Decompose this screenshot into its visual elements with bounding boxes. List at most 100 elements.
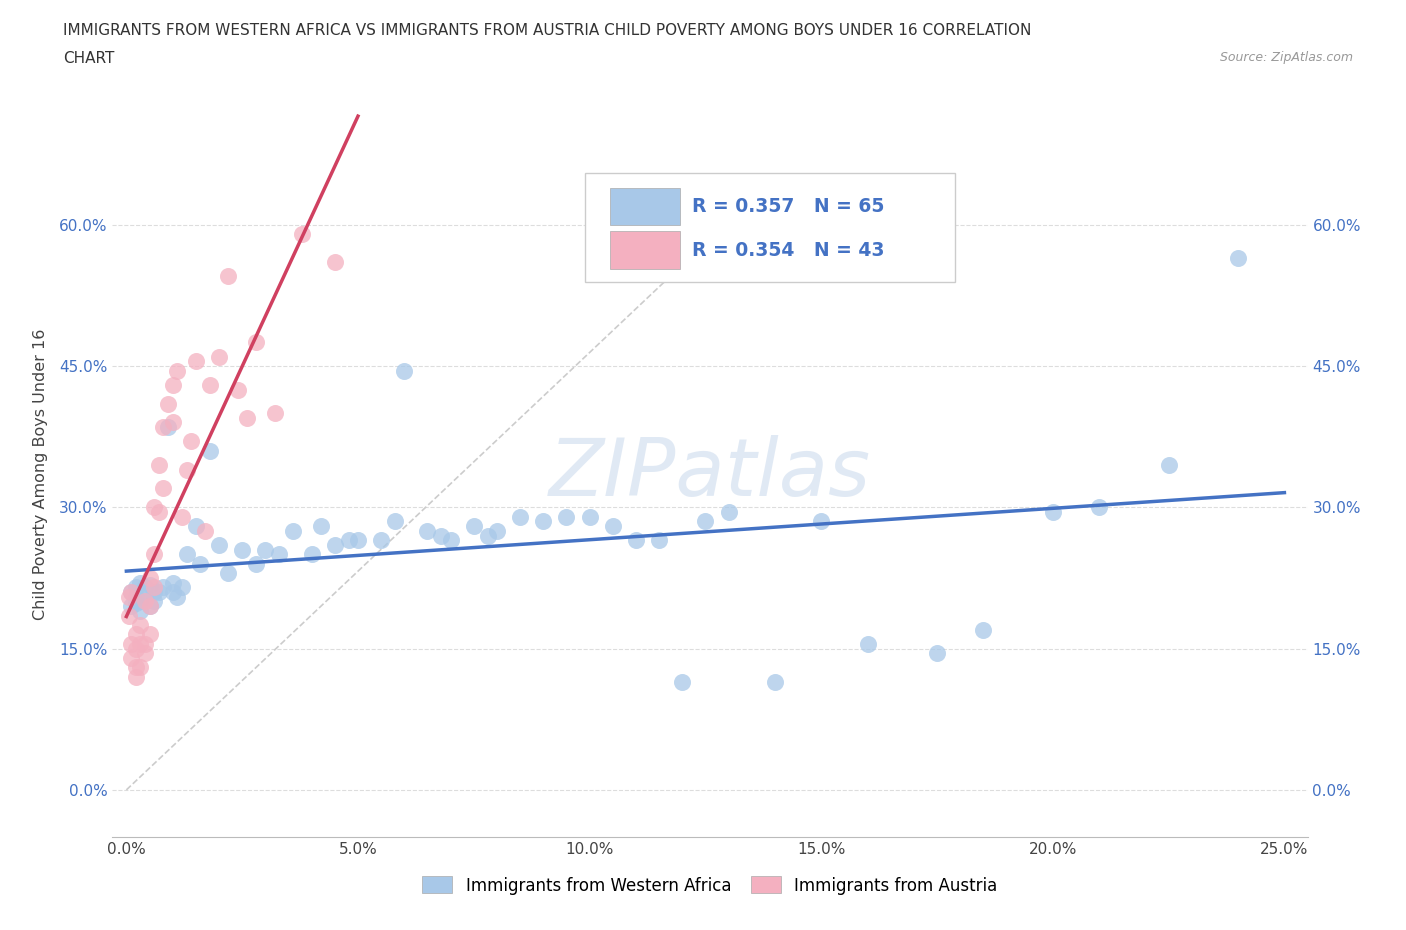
Point: [190, 556, 212, 571]
Point: [162, 575, 184, 590]
Point: [129, 575, 152, 590]
Point: [245, 335, 267, 350]
Point: [602, 519, 624, 534]
Point: [648, 533, 671, 548]
Text: IMMIGRANTS FROM WESTERN AFRICA VS IMMIGRANTS FROM AUSTRIA CHILD POVERTY AMONG BO: IMMIGRANTS FROM WESTERN AFRICA VS IMMIGR…: [63, 23, 1032, 38]
Point: [138, 570, 160, 585]
Point: [236, 410, 259, 425]
Point: [323, 538, 346, 552]
Point: [578, 510, 600, 525]
Point: [143, 580, 166, 595]
Point: [531, 514, 554, 529]
Point: [134, 594, 156, 609]
Point: [120, 585, 142, 600]
Point: [143, 585, 166, 600]
FancyBboxPatch shape: [610, 188, 681, 225]
Point: [120, 585, 142, 600]
Point: [148, 458, 170, 472]
Point: [555, 510, 578, 525]
Point: [226, 382, 249, 397]
Point: [394, 364, 416, 379]
Point: [170, 580, 193, 595]
Point: [485, 524, 508, 538]
Point: [170, 510, 193, 525]
Point: [134, 580, 156, 595]
Point: [291, 227, 314, 242]
Point: [384, 514, 406, 529]
Point: [138, 627, 160, 642]
Point: [143, 499, 166, 514]
Point: [124, 670, 146, 684]
Point: [416, 524, 439, 538]
Point: [671, 674, 693, 689]
Point: [134, 590, 156, 604]
Point: [309, 519, 332, 534]
Text: R = 0.357   N = 65: R = 0.357 N = 65: [692, 197, 884, 216]
Point: [194, 524, 217, 538]
Point: [1088, 499, 1111, 514]
Point: [430, 528, 453, 543]
Point: [129, 636, 152, 651]
Point: [176, 547, 198, 562]
Point: [301, 547, 323, 562]
Point: [263, 405, 285, 420]
Point: [148, 585, 170, 600]
Point: [129, 660, 152, 675]
Point: [124, 660, 146, 675]
Point: [124, 596, 146, 611]
Point: [184, 519, 207, 534]
Text: Source: ZipAtlas.com: Source: ZipAtlas.com: [1219, 51, 1353, 64]
Point: [323, 255, 346, 270]
Point: [763, 674, 786, 689]
Point: [925, 645, 948, 660]
Point: [176, 462, 198, 477]
Point: [370, 533, 392, 548]
Text: ZIPatlas: ZIPatlas: [548, 435, 872, 513]
Point: [217, 565, 239, 580]
Point: [143, 594, 166, 609]
Point: [120, 636, 142, 651]
Y-axis label: Child Poverty Among Boys Under 16: Child Poverty Among Boys Under 16: [32, 328, 48, 620]
Point: [129, 594, 152, 609]
Point: [162, 585, 184, 600]
Point: [198, 378, 221, 392]
Point: [152, 580, 174, 595]
Point: [269, 547, 291, 562]
FancyBboxPatch shape: [610, 232, 681, 269]
Point: [695, 514, 717, 529]
Point: [134, 636, 156, 651]
Point: [810, 514, 832, 529]
Point: [509, 510, 531, 525]
Point: [138, 599, 160, 614]
Point: [124, 641, 146, 656]
Point: [124, 590, 146, 604]
Point: [245, 556, 267, 571]
Point: [166, 364, 188, 379]
Point: [624, 533, 647, 548]
Point: [120, 599, 142, 614]
Point: [120, 651, 142, 666]
Point: [254, 542, 277, 557]
Point: [148, 505, 170, 520]
Point: [157, 396, 180, 411]
Point: [208, 349, 231, 364]
Point: [198, 444, 221, 458]
Point: [347, 533, 370, 548]
Point: [972, 622, 994, 637]
Point: [138, 578, 160, 592]
Point: [440, 533, 463, 548]
Point: [717, 505, 740, 520]
Point: [1157, 458, 1180, 472]
Point: [231, 542, 253, 557]
Point: [157, 419, 180, 434]
Point: [152, 419, 174, 434]
Point: [477, 528, 499, 543]
Point: [463, 519, 485, 534]
Point: [162, 415, 184, 430]
Text: R = 0.354   N = 43: R = 0.354 N = 43: [692, 241, 884, 259]
Point: [856, 636, 879, 651]
Point: [166, 590, 188, 604]
Point: [180, 434, 202, 449]
Point: [124, 580, 146, 595]
Point: [1042, 505, 1064, 520]
